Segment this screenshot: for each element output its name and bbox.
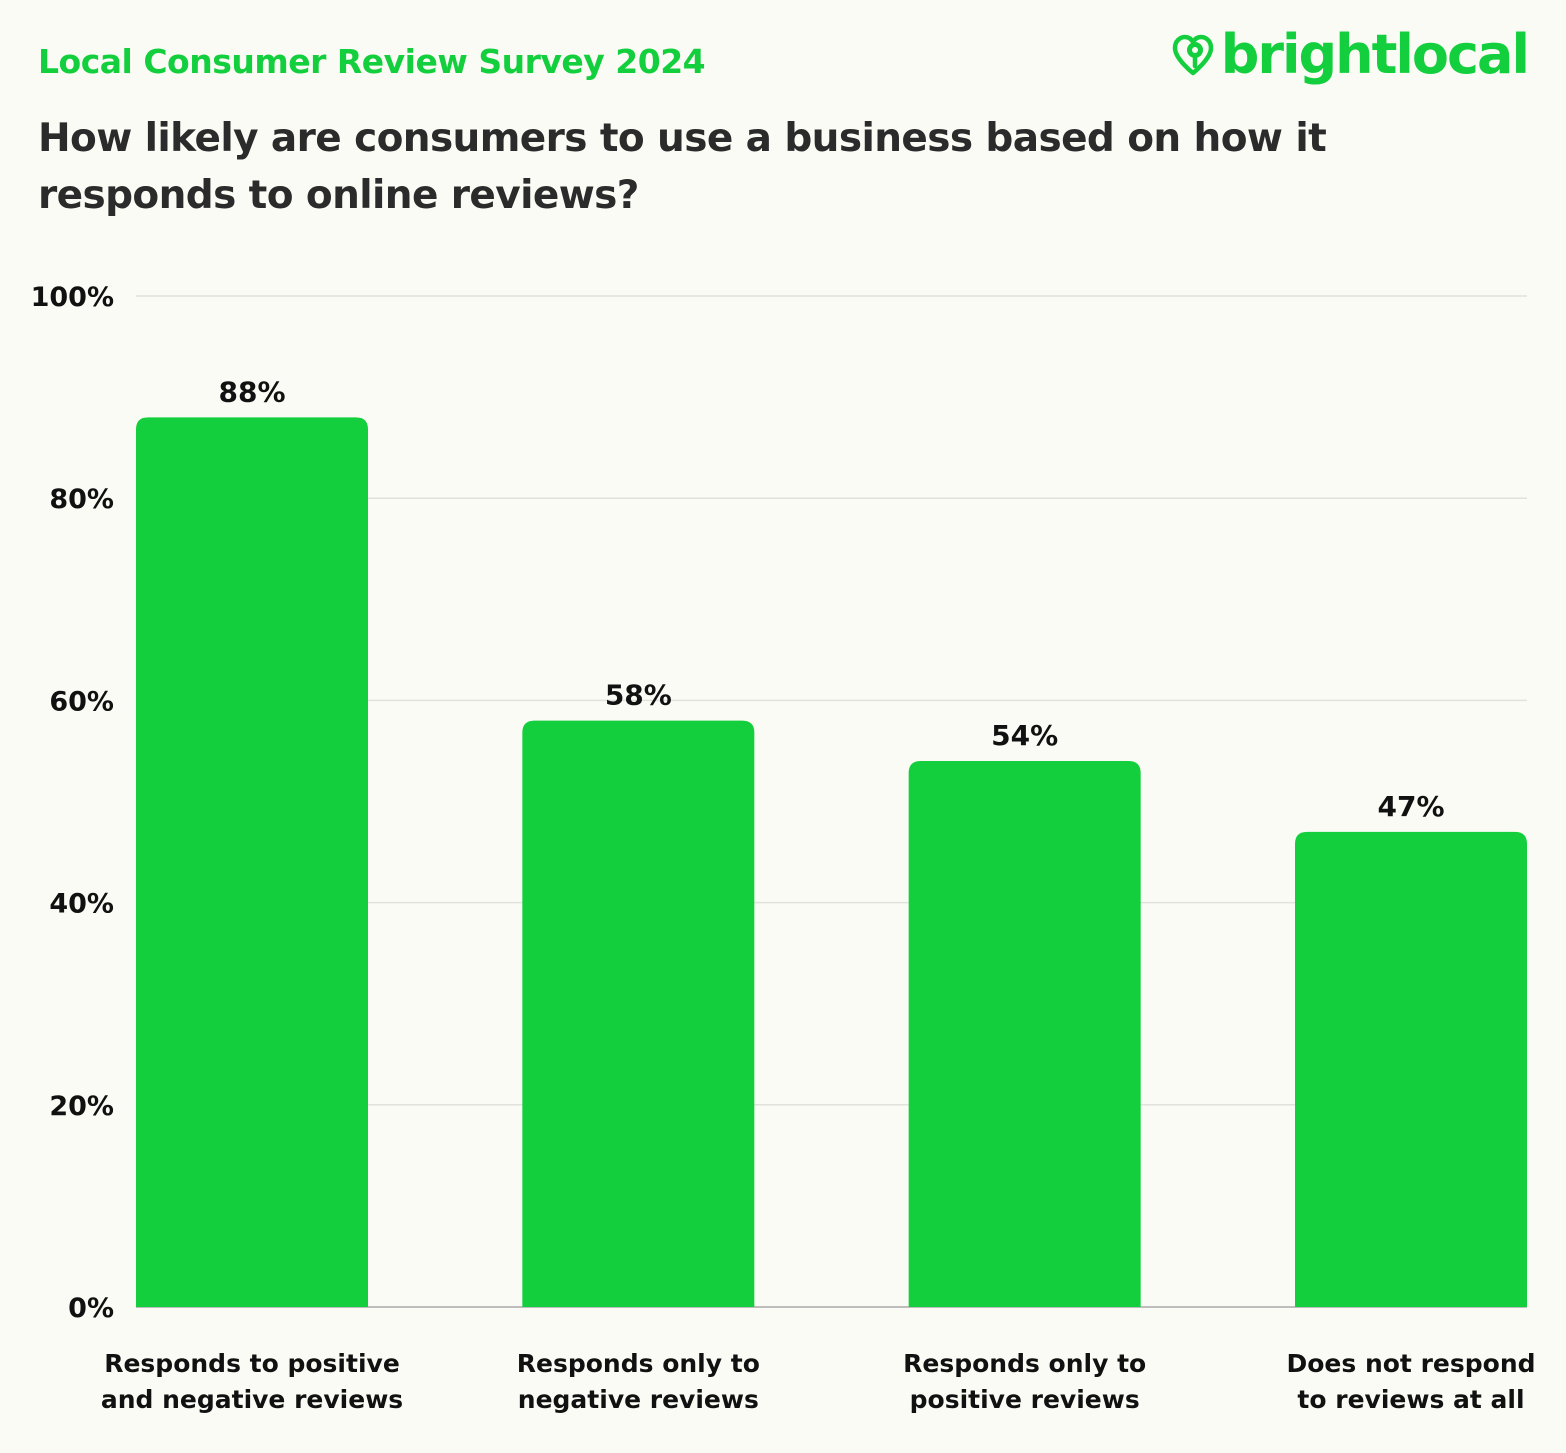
brand-name: brightlocal [1220, 23, 1530, 86]
y-tick-label: 60% [49, 686, 114, 717]
y-tick-label: 0% [68, 1293, 114, 1324]
chart-question: How likely are consumers to use a busine… [38, 116, 1327, 218]
y-axis-ticks: 0% 20% 40% 60% 80% 100% [31, 282, 114, 1324]
bar [522, 720, 755, 1307]
bar-value-label: 88% [218, 375, 285, 408]
bar [136, 417, 368, 1307]
category-label: negative reviews [518, 1385, 759, 1414]
category-label: Responds to positive [104, 1349, 400, 1378]
bar-value-label: 58% [605, 679, 672, 712]
y-tick-label: 100% [31, 282, 114, 313]
value-labels: 88% 58% 54% 47% [218, 375, 1444, 823]
y-tick-label: 40% [49, 889, 114, 920]
heart-pin-icon [1172, 34, 1213, 76]
category-label: positive reviews [910, 1385, 1140, 1414]
category-label: Does not respond [1286, 1349, 1535, 1378]
y-tick-label: 20% [49, 1091, 114, 1122]
category-label: to reviews at all [1297, 1385, 1524, 1414]
brand-logo: brightlocal [1171, 23, 1530, 86]
y-tick-label: 80% [49, 484, 114, 515]
category-label: Responds only to [517, 1349, 760, 1378]
bar-value-label: 47% [1377, 790, 1444, 823]
bar [1295, 831, 1527, 1307]
category-labels: Responds to positive and negative reviews… [101, 1349, 1536, 1414]
bars [136, 417, 1527, 1307]
category-label: and negative reviews [101, 1385, 403, 1414]
category-label: Responds only to [903, 1349, 1146, 1378]
survey-title: Local Consumer Review Survey 2024 [38, 42, 706, 81]
bar [908, 761, 1141, 1307]
bar-value-label: 54% [991, 719, 1058, 752]
